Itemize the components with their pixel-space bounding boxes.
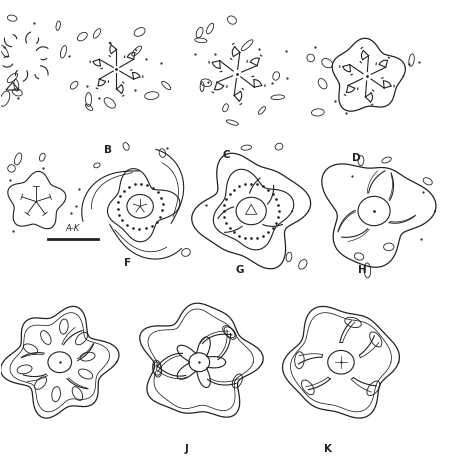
Text: F: F <box>124 258 131 268</box>
Text: C: C <box>223 150 230 160</box>
Text: K: K <box>324 444 332 454</box>
Text: B: B <box>104 145 112 155</box>
Text: A-K: A-K <box>65 224 80 233</box>
Text: J: J <box>184 444 188 454</box>
Text: D: D <box>352 153 360 163</box>
Text: H: H <box>358 265 366 275</box>
Text: G: G <box>235 265 244 275</box>
